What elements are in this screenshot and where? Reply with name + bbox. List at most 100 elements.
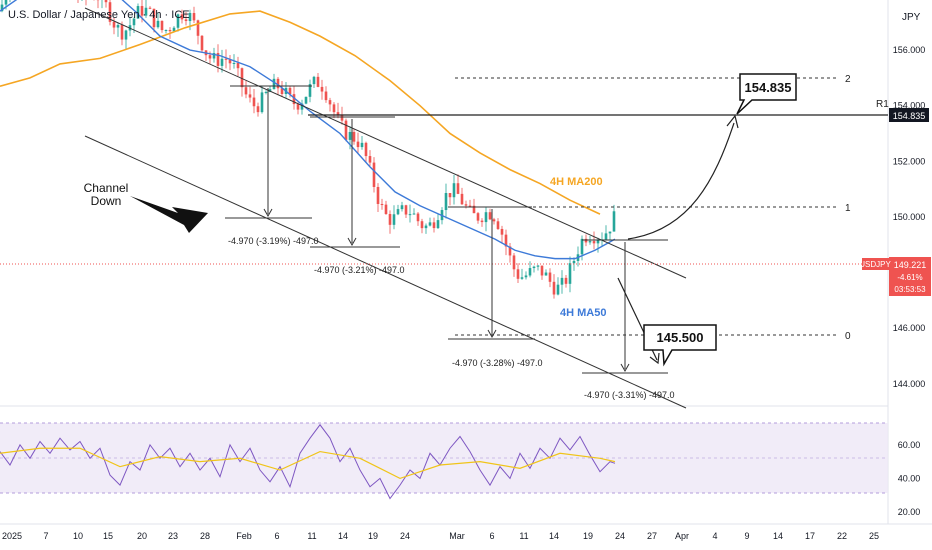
candle-body bbox=[348, 131, 352, 140]
candle-body bbox=[196, 20, 200, 36]
candle-body bbox=[508, 246, 512, 256]
time-tick-label: 6 bbox=[274, 531, 279, 541]
candle-body bbox=[312, 76, 316, 85]
r1-badge-value: 154.835 bbox=[893, 111, 926, 121]
candle-body bbox=[136, 6, 140, 19]
time-tick-label: 27 bbox=[647, 531, 657, 541]
time-tick-label: 11 bbox=[519, 531, 528, 541]
candle-body bbox=[192, 13, 196, 21]
candle-body bbox=[168, 29, 172, 32]
candle-body bbox=[292, 94, 296, 105]
candle-body bbox=[104, 0, 108, 3]
ma-lines-group bbox=[0, 0, 616, 260]
candle-body bbox=[416, 213, 420, 222]
candle-body bbox=[156, 20, 160, 28]
candle-body bbox=[488, 212, 492, 220]
time-tick-label: 19 bbox=[368, 531, 378, 541]
candle-body bbox=[256, 106, 260, 113]
rsi-line bbox=[0, 423, 616, 500]
candle-body bbox=[528, 268, 532, 276]
time-tick-label: 24 bbox=[400, 531, 410, 541]
candle-body bbox=[552, 281, 556, 295]
price-tick-label: 154.000 bbox=[893, 101, 926, 111]
candle-body bbox=[252, 97, 256, 107]
time-tick-label: 9 bbox=[744, 531, 749, 541]
candle-body bbox=[588, 241, 592, 243]
candle-body bbox=[608, 231, 612, 234]
candle-body bbox=[144, 7, 148, 16]
candle-body bbox=[536, 265, 540, 267]
candle-body bbox=[152, 8, 156, 28]
candle-body bbox=[244, 87, 248, 95]
rsi-tick-label: 20.00 bbox=[898, 507, 921, 517]
candle-body bbox=[4, 0, 8, 5]
measure-2 bbox=[310, 116, 400, 248]
target-up-label: 154.835 bbox=[745, 80, 792, 95]
candle-body bbox=[420, 221, 424, 229]
candle-body bbox=[120, 25, 124, 40]
candle-body bbox=[364, 142, 368, 157]
candle-body bbox=[268, 89, 272, 92]
r1-badge bbox=[889, 108, 929, 122]
candle-body bbox=[276, 78, 280, 89]
candle-body bbox=[396, 209, 400, 215]
target-down-callout: 145.500 bbox=[643, 324, 717, 367]
projection-up-arrow bbox=[627, 122, 735, 240]
candle-body bbox=[544, 272, 548, 276]
candle-body bbox=[464, 204, 468, 206]
candle-body bbox=[500, 228, 504, 235]
candle-body bbox=[328, 100, 332, 105]
candle-body bbox=[560, 277, 564, 285]
time-tick-label: Mar bbox=[449, 531, 465, 541]
time-tick-label: 28 bbox=[200, 531, 210, 541]
candle-body bbox=[380, 203, 384, 205]
candle-body bbox=[516, 269, 520, 279]
candle-body bbox=[160, 20, 164, 31]
candle-body bbox=[376, 186, 380, 204]
candle-body bbox=[132, 18, 136, 26]
candle-body bbox=[468, 205, 472, 207]
candle-body bbox=[124, 30, 128, 40]
candle-body bbox=[216, 53, 220, 66]
fib-level-2-label: 2 bbox=[845, 74, 851, 85]
time-tick-label: 19 bbox=[583, 531, 593, 541]
fib-level-1-label: 1 bbox=[845, 203, 851, 214]
candle-body bbox=[352, 131, 356, 142]
candle-body bbox=[448, 193, 452, 198]
time-tick-label: 4 bbox=[712, 531, 717, 541]
candle-body bbox=[520, 277, 524, 279]
time-tick-label: 25 bbox=[869, 531, 879, 541]
channel-bottom-line bbox=[84, 135, 687, 409]
candle-body bbox=[384, 204, 388, 215]
time-tick-label: 14 bbox=[549, 531, 559, 541]
candle-body bbox=[428, 222, 432, 226]
target-up-callout: 154.835 bbox=[736, 73, 797, 115]
rsi-axis: 60.00 40.00 20.00 bbox=[898, 440, 921, 517]
candle-body bbox=[404, 205, 408, 215]
price-badge-price: 149.221 bbox=[894, 260, 927, 270]
candle-body bbox=[324, 91, 328, 101]
channel-top-line bbox=[84, 7, 687, 279]
price-tick-label: 146.000 bbox=[893, 323, 926, 333]
price-tick-label: 152.000 bbox=[893, 156, 926, 166]
candle-body bbox=[572, 260, 576, 264]
candle-body bbox=[540, 265, 544, 276]
candle-body bbox=[304, 96, 308, 104]
channel-down-arrow bbox=[130, 196, 208, 233]
candle-body bbox=[580, 238, 584, 255]
time-tick-label: 24 bbox=[615, 531, 625, 541]
candle-body bbox=[596, 240, 600, 244]
candle-body bbox=[460, 193, 464, 205]
candle-body bbox=[424, 225, 428, 229]
time-tick-label: 15 bbox=[103, 531, 113, 541]
ma50-line bbox=[0, 0, 616, 260]
candle-body bbox=[360, 142, 364, 148]
time-tick-label: Apr bbox=[675, 531, 689, 541]
measure-1 bbox=[225, 85, 312, 219]
time-tick-label: 17 bbox=[805, 531, 815, 541]
candle-body bbox=[308, 84, 312, 97]
ma50-label: 4H MA50 bbox=[560, 307, 606, 319]
target-down-label: 145.500 bbox=[657, 330, 704, 345]
candle-body bbox=[604, 233, 608, 240]
